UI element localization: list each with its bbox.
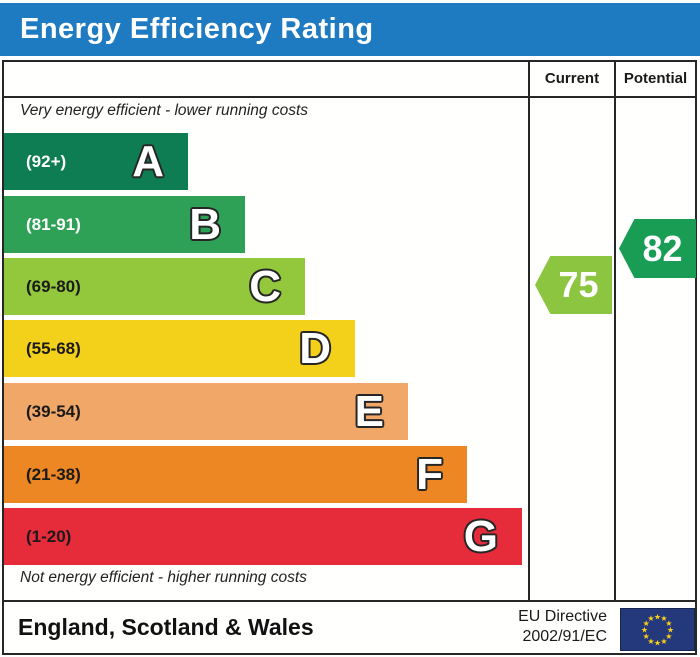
band-c-letter: C (249, 261, 281, 311)
svg-text:★: ★ (654, 639, 661, 648)
band-a-range: (92+) (26, 151, 67, 171)
footer-row-divider (4, 600, 695, 602)
column-header-potential: Potential (623, 70, 688, 87)
svg-text:★: ★ (641, 626, 648, 635)
current-value: 75 (558, 264, 599, 305)
band-g-range: (1-20) (26, 526, 72, 546)
current-arrow: 75 (535, 256, 612, 314)
band-c-range: (69-80) (26, 276, 81, 296)
svg-text:★: ★ (643, 619, 650, 628)
eu-directive-label: EU Directive 2002/91/EC (518, 607, 607, 647)
band-e-letter: E (354, 386, 384, 436)
band-d-range: (55-68) (26, 338, 81, 358)
band-b-letter: B (189, 199, 221, 249)
rating-table: Current Potential Very energy efficient … (2, 60, 697, 655)
eu-directive-line1: EU Directive (518, 608, 607, 625)
band-e: (39-54) E (4, 383, 408, 440)
svg-text:★: ★ (660, 614, 667, 623)
column-header-current: Current (544, 70, 600, 87)
band-b: (81-91) B (4, 196, 245, 253)
title-bar: Energy Efficiency Rating (0, 3, 700, 56)
band-a-letter: A (132, 136, 164, 186)
band-g-letter: G (463, 511, 498, 561)
header-row-divider (4, 96, 695, 98)
bottom-note: Not energy efficient - higher running co… (20, 569, 307, 586)
band-e-range: (39-54) (26, 401, 81, 421)
svg-text:★: ★ (647, 614, 654, 623)
page-title: Energy Efficiency Rating (20, 13, 374, 45)
band-f: (21-38) F (4, 446, 467, 503)
svg-text:★: ★ (647, 637, 654, 646)
svg-text:★: ★ (667, 626, 674, 635)
svg-text:★: ★ (665, 619, 672, 628)
band-b-range: (81-91) (26, 214, 81, 234)
band-c: (69-80) C (4, 258, 305, 315)
band-a: (92+) A (4, 133, 188, 190)
eu-directive-line2: 2002/91/EC (522, 628, 607, 645)
band-d-letter: D (299, 323, 331, 373)
svg-text:★: ★ (660, 637, 667, 646)
top-note: Very energy efficient - lower running co… (20, 102, 309, 119)
column-divider-potential (614, 62, 616, 602)
band-f-letter: F (416, 449, 443, 499)
band-f-range: (21-38) (26, 464, 81, 484)
band-g: (1-20) G (4, 508, 522, 565)
svg-text:★: ★ (643, 632, 650, 641)
footer-region-label: England, Scotland & Wales (18, 614, 314, 640)
potential-arrow: 82 (619, 219, 696, 278)
column-divider-current (528, 62, 530, 602)
svg-text:★: ★ (665, 632, 672, 641)
band-d: (55-68) D (4, 320, 355, 377)
svg-text:★: ★ (654, 613, 661, 622)
potential-value: 82 (642, 227, 683, 269)
eu-flag-icon: ★ ★ ★ ★ ★ ★ ★ ★ ★ ★ ★ ★ (620, 608, 695, 651)
